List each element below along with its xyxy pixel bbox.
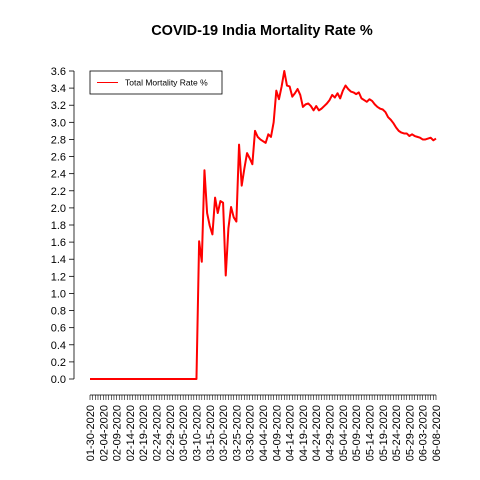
x-tick-label: 05-24-2020: [391, 405, 403, 461]
series-line-total-mortality-rate: [90, 70, 437, 380]
x-axis: 01-30-2020 02-04-2020 02-09-2020 02-14-2020…: [85, 394, 443, 461]
x-tick-label: 04-24-2020: [311, 405, 323, 461]
y-tick-label: 0.6: [51, 323, 66, 335]
x-tick-label: 04-14-2020: [285, 405, 297, 461]
x-tick-label: 06-08-2020: [431, 405, 443, 461]
x-tick-label: 03-25-2020: [231, 405, 243, 461]
x-tick-label: 05-09-2020: [351, 405, 363, 461]
y-tick-label: 0.4: [51, 340, 66, 352]
y-tick-label: 2.4: [51, 169, 66, 181]
x-tick-label: 02-09-2020: [112, 405, 124, 461]
x-tick-label: 03-30-2020: [245, 405, 257, 461]
x-tick-label: 02-04-2020: [98, 405, 110, 461]
x-tick-label: 01-30-2020: [85, 405, 97, 461]
y-tick-label: 2.0: [51, 203, 66, 215]
y-tick-label: 3.4: [51, 83, 66, 95]
x-tick-label: 05-19-2020: [378, 405, 390, 461]
x-tick-label: 06-03-2020: [418, 405, 430, 461]
x-tick-label: 02-14-2020: [125, 405, 137, 461]
y-tick-label: 2.2: [51, 186, 66, 198]
y-tick-label: 0.8: [51, 306, 66, 318]
x-tick-label: 05-29-2020: [404, 405, 416, 461]
y-tick-label: 1.8: [51, 220, 66, 232]
x-tick-label: 03-05-2020: [178, 405, 190, 461]
y-tick-label: 3.2: [51, 100, 66, 112]
x-tick-label: 03-20-2020: [218, 405, 230, 461]
x-tick-label: 03-15-2020: [205, 405, 217, 461]
y-tick-label: 1.2: [51, 271, 66, 283]
y-tick-label: 0.0: [51, 374, 66, 386]
y-tick-label: 1.6: [51, 237, 66, 249]
y-tick-label: 0.2: [51, 357, 66, 369]
y-axis: 0.0 0.2 0.4 0.6 0.8 1.0 1.2 1.4 1.6 1.8 2.0 2.2 2.4 2…: [51, 66, 75, 386]
x-tick-label: 04-19-2020: [298, 405, 310, 461]
x-tick-label: 05-04-2020: [338, 405, 350, 461]
x-tick-label: 02-24-2020: [152, 405, 164, 461]
legend-label-total-mortality-rate: Total Mortality Rate %: [125, 78, 208, 88]
x-tick-label: 04-04-2020: [258, 405, 270, 461]
legend: Total Mortality Rate %: [89, 70, 223, 95]
legend-box: [89, 70, 223, 95]
y-tick-label: 2.8: [51, 134, 66, 146]
x-tick-label: 04-09-2020: [271, 405, 283, 461]
y-tick-label: 1.0: [51, 288, 66, 300]
x-tick-label: 05-14-2020: [364, 405, 376, 461]
y-tick-label: 3.0: [51, 117, 66, 129]
x-tick-label: 02-29-2020: [165, 405, 177, 461]
y-tick-label: 1.4: [51, 254, 66, 266]
x-tick-label: 03-10-2020: [191, 405, 203, 461]
x-tick-label: 02-19-2020: [138, 405, 150, 461]
y-tick-label: 3.6: [51, 66, 66, 78]
x-tick-label: 04-29-2020: [325, 405, 337, 461]
series-layer: [89, 70, 437, 380]
y-tick-label: 2.6: [51, 152, 66, 164]
chart-title: COVID-19 India Mortality Rate %: [151, 23, 373, 39]
